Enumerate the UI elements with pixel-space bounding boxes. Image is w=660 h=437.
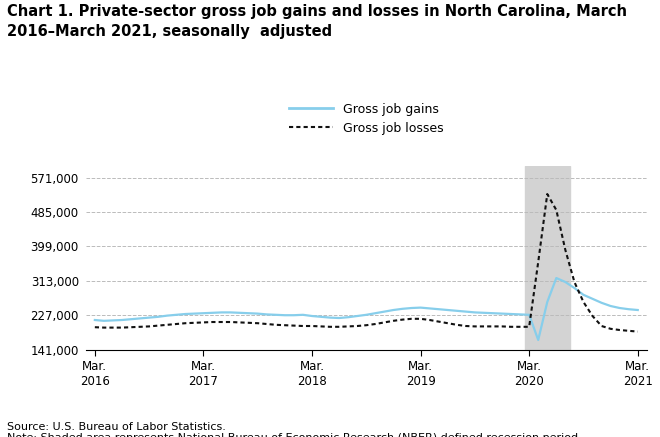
Legend: Gross job gains, Gross job losses: Gross job gains, Gross job losses <box>289 103 444 135</box>
Text: Source: U.S. Bureau of Labor Statistics.: Source: U.S. Bureau of Labor Statistics. <box>7 422 226 432</box>
Bar <box>525 166 570 350</box>
Text: Note: Shaded area represents National Bureau of Economic Research (NBER) defined: Note: Shaded area represents National Bu… <box>7 433 581 437</box>
Text: Chart 1. Private-sector gross job gains and losses in North Carolina, March
2016: Chart 1. Private-sector gross job gains … <box>7 4 626 39</box>
